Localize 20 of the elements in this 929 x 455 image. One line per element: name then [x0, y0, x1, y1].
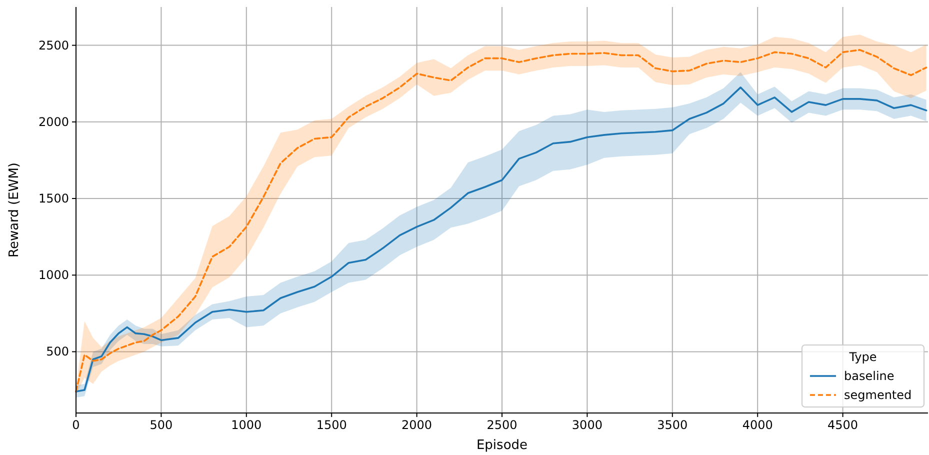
x-tick-label: 1500: [316, 418, 347, 432]
x-tick-label: 2000: [402, 418, 432, 432]
x-axis-title: Episode: [476, 438, 528, 453]
y-tick-label: 2000: [38, 114, 69, 129]
x-tick-label: 500: [150, 418, 173, 432]
x-tick-label: 0: [72, 418, 80, 432]
legend-title: Type: [848, 350, 877, 364]
y-tick-label: 1500: [38, 192, 69, 206]
x-tick-label: 4000: [742, 418, 773, 432]
y-tick-label: 2500: [38, 38, 69, 52]
x-tick-label: 4500: [828, 418, 858, 432]
legend-label: baseline: [844, 369, 894, 383]
y-tick-label: 1000: [38, 268, 69, 282]
y-tick-label: 500: [46, 344, 69, 359]
y-axis-title: Reward (EWM): [7, 162, 22, 258]
x-tick-label: 3000: [572, 418, 602, 432]
x-tick-label: 3500: [657, 418, 688, 432]
legend-label: segmented: [844, 388, 912, 402]
x-tick-label: 1000: [231, 418, 262, 432]
x-tick-label: 2500: [486, 418, 518, 432]
